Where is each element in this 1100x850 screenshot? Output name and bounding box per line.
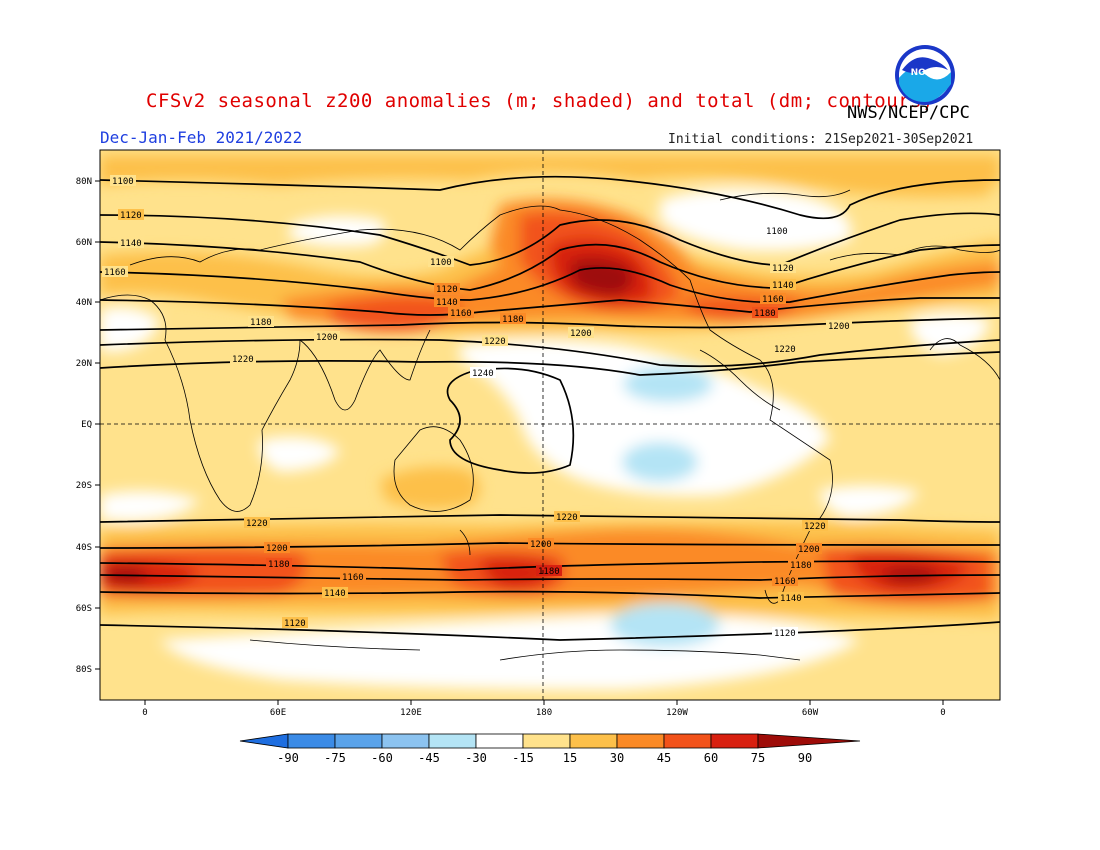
- svg-text:1120: 1120: [772, 264, 794, 274]
- svg-text:1180: 1180: [754, 309, 776, 319]
- logo-text: NOAA: [911, 68, 940, 78]
- lat-label-eq: EQ: [81, 420, 92, 430]
- lon-label-120e: 120E: [400, 708, 422, 718]
- colorbar-left-arrow: [239, 733, 289, 749]
- lon-label-0-east: 0: [940, 708, 945, 718]
- colorbar: -90 -75 -60 -45 -30 -15 15 30 45 60 75 90: [239, 733, 861, 765]
- svg-text:1200: 1200: [530, 540, 552, 550]
- colorbar-tick-label: 15: [563, 751, 577, 765]
- lon-label-60w: 60W: [802, 708, 819, 718]
- map-frame: [99, 149, 1001, 701]
- colorbar-segment: [616, 733, 665, 749]
- contour-labels: 1100 1120 1140 1160 1180 1200 1220 1100 …: [102, 175, 852, 639]
- lat-label-20n: 20N: [76, 359, 92, 369]
- colorbar-tick-label: 45: [657, 751, 671, 765]
- svg-text:1200: 1200: [316, 333, 338, 343]
- colorbar-segment: [475, 733, 524, 749]
- colorbar-tick-label: -60: [371, 751, 393, 765]
- lon-label-120w: 120W: [666, 708, 688, 718]
- colorbar-segment: [663, 733, 712, 749]
- longitude-axis: 0 60E 120E 180 120W 60W 0: [142, 700, 946, 718]
- svg-text:1220: 1220: [246, 519, 268, 529]
- lat-label-80s: 80S: [76, 665, 92, 675]
- lat-label-60n: 60N: [76, 238, 92, 248]
- svg-text:1180: 1180: [268, 560, 290, 570]
- svg-text:1140: 1140: [120, 239, 142, 249]
- svg-text:1160: 1160: [774, 577, 796, 587]
- colorbar-tick-label: 90: [798, 751, 812, 765]
- svg-text:1120: 1120: [120, 211, 142, 221]
- svg-text:1200: 1200: [266, 544, 288, 554]
- anomaly-shading: 1100 1120 1140 1160 1180 1200 1220 1100 …: [100, 150, 1000, 700]
- initial-conditions: Initial conditions: 21Sep2021-30Sep2021: [668, 132, 974, 147]
- latitude-axis: 80N 60N 40N 20N EQ 20S 40S 60S 80S: [76, 177, 100, 675]
- svg-text:1140: 1140: [772, 281, 794, 291]
- svg-text:1120: 1120: [284, 619, 306, 629]
- agency-label: NWS/NCEP/CPC: [847, 103, 970, 123]
- lon-label-0: 0: [142, 708, 147, 718]
- svg-text:1140: 1140: [780, 594, 802, 604]
- svg-text:1180: 1180: [250, 318, 272, 328]
- svg-text:1140: 1140: [436, 298, 458, 308]
- colorbar-segment: [428, 733, 477, 749]
- svg-text:1100: 1100: [766, 227, 788, 237]
- colorbar-tick-label: -90: [277, 751, 299, 765]
- colorbar-tick-label: 30: [610, 751, 624, 765]
- svg-text:1100: 1100: [430, 258, 452, 268]
- coastlines: [100, 189, 1000, 661]
- colorbar-tick-label: -15: [512, 751, 534, 765]
- svg-text:1180: 1180: [502, 315, 524, 325]
- lat-label-60s: 60S: [76, 604, 92, 614]
- svg-text:1100: 1100: [112, 177, 134, 187]
- svg-text:1120: 1120: [774, 629, 796, 639]
- svg-text:1140: 1140: [324, 589, 346, 599]
- colorbar-segment: [287, 733, 336, 749]
- lat-label-80n: 80N: [76, 177, 92, 187]
- colorbar-segment: [569, 733, 618, 749]
- colorbar-tick-label: -75: [324, 751, 346, 765]
- svg-text:1220: 1220: [804, 522, 826, 532]
- colorbar-segment: [522, 733, 571, 749]
- svg-text:1200: 1200: [798, 545, 820, 555]
- map-title: CFSv2 seasonal z200 anomalies (m; shaded…: [146, 90, 934, 112]
- svg-text:1240: 1240: [472, 369, 494, 379]
- colorbar-segment: [334, 733, 383, 749]
- lon-label-180: 180: [536, 708, 552, 718]
- svg-text:1160: 1160: [450, 309, 472, 319]
- svg-text:1220: 1220: [556, 513, 578, 523]
- lat-label-40n: 40N: [76, 298, 92, 308]
- lat-label-20s: 20S: [76, 481, 92, 491]
- svg-text:1220: 1220: [484, 337, 506, 347]
- colorbar-tick-label: -45: [418, 751, 440, 765]
- colorbar-tick-label: -30: [465, 751, 487, 765]
- svg-text:1200: 1200: [570, 329, 592, 339]
- colorbar-segment: [710, 733, 759, 749]
- svg-text:1160: 1160: [762, 295, 784, 305]
- lat-label-40s: 40S: [76, 543, 92, 553]
- forecast-period: Dec-Jan-Feb 2021/2022: [100, 128, 303, 147]
- colorbar-right-arrow: [757, 733, 861, 749]
- svg-text:1160: 1160: [104, 268, 126, 278]
- svg-text:1120: 1120: [436, 285, 458, 295]
- colorbar-tick-label: 60: [704, 751, 718, 765]
- colorbar-segment: [381, 733, 430, 749]
- svg-text:1160: 1160: [342, 573, 364, 583]
- svg-text:1180: 1180: [790, 561, 812, 571]
- svg-text:1180: 1180: [538, 567, 560, 577]
- noaa-logo-icon: NOAA: [895, 45, 955, 105]
- svg-text:1220: 1220: [774, 345, 796, 355]
- svg-text:1200: 1200: [828, 322, 850, 332]
- svg-text:1220: 1220: [232, 355, 254, 365]
- colorbar-tick-label: 75: [751, 751, 765, 765]
- lon-label-60e: 60E: [270, 708, 286, 718]
